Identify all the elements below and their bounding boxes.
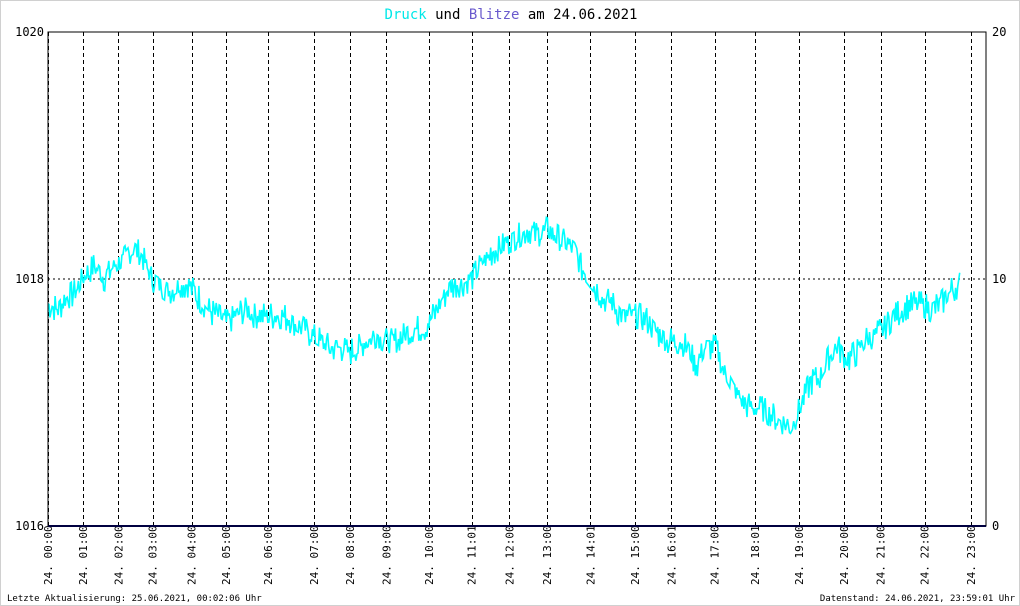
footer-data-state: Datenstand: 24.06.2021, 23:59:01 Uhr (820, 594, 1016, 604)
x-tick-label: 24. 17:00 (709, 525, 722, 585)
chart-title: Druck und Blitze am 24.06.2021 (385, 7, 638, 23)
x-tick-label: 24. 10:00 (423, 525, 436, 585)
left-tick-label: 1016 (15, 519, 44, 533)
x-tick-label: 24. 05:00 (220, 525, 233, 585)
title-blitze: Blitze (469, 7, 520, 23)
title-druck: Druck (385, 7, 428, 23)
x-tick-label: 24. 21:00 (875, 525, 888, 585)
x-tick-label: 24. 14:01 (584, 525, 597, 585)
left-tick-label: 1020 (15, 25, 44, 39)
series-druck-line (47, 216, 961, 435)
series-group (47, 216, 986, 527)
right-tick-label: 20 (992, 25, 1006, 39)
x-tick-label: 24. 13:00 (541, 525, 554, 585)
x-tick-label: 24. 20:00 (838, 525, 851, 585)
x-tick-label: 24. 19:00 (793, 525, 806, 585)
x-tick-label: 24. 18:01 (749, 525, 762, 585)
x-tick-label: 24. 16:01 (665, 525, 678, 585)
x-tick-label: 24. 07:00 (308, 525, 321, 585)
left-axis-ticks: 1020 1018 1016 (15, 25, 44, 533)
x-tick-label: 24. 12:00 (503, 525, 516, 585)
x-tick-label: 24. 22:00 (919, 525, 932, 585)
x-tick-label: 24. 03:00 (147, 525, 160, 585)
x-tick-label: 24. 06:00 (262, 525, 275, 585)
right-axis-ticks: 20 10 0 (992, 25, 1006, 533)
x-tick-label: 24. 08:00 (344, 525, 357, 585)
x-tick-label: 24. 09:00 (380, 525, 393, 585)
footer-last-update: Letzte Aktualisierung: 25.06.2021, 00:02… (7, 594, 262, 604)
plot-frame (47, 31, 987, 527)
x-tick-label: 24. 23:00 (965, 525, 978, 585)
right-tick-label: 10 (992, 272, 1006, 286)
x-tick-label: 24. 02:00 (112, 525, 125, 585)
right-tick-label: 0 (992, 519, 999, 533)
x-tick-label: 24. 11:01 (466, 525, 479, 585)
x-tick-label: 24. 15:00 (629, 525, 642, 585)
left-tick-label: 1018 (15, 272, 44, 286)
x-tick-label: 24. 04:00 (186, 525, 199, 585)
x-tick-label: 24. 00:00 (42, 525, 55, 585)
title-date: am 24.06.2021 (519, 7, 637, 23)
title-und: und (427, 7, 469, 23)
x-axis-labels: 24. 00:00 24. 01:00 24. 02:00 24. 03:00 24. … (42, 525, 978, 585)
x-tick-label: 24. 01:00 (77, 525, 90, 585)
